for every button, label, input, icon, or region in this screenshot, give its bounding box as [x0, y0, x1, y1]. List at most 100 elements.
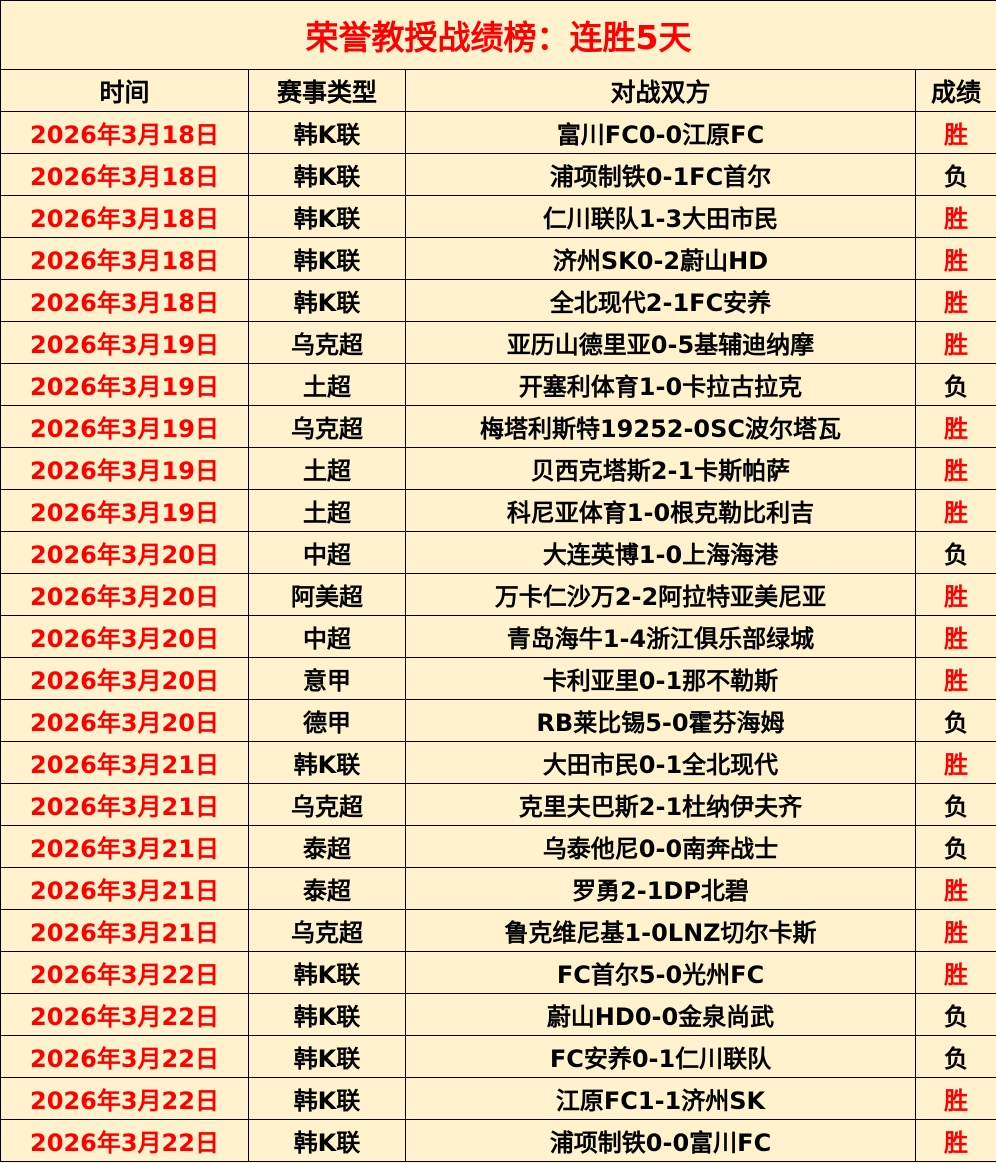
table-row: 2026年3月21日 乌克超 鲁克维尼基1-0LNZ切尔卡斯胜 [0, 909, 996, 952]
matchup-cell: RB莱比锡5-0霍芬海姆 [405, 699, 916, 742]
result-cell: 胜 [914, 405, 996, 448]
result-cell: 胜 [914, 195, 996, 238]
table-row: 2026年3月21日 泰超 罗勇2-1DP北碧胜 [0, 867, 996, 910]
table-row: 2026年3月20日 阿美超 万卡仁沙万2-2阿拉特亚美尼亚胜 [0, 573, 996, 616]
competition-cell: 韩K联 [248, 951, 406, 994]
table-row: 2026年3月20日 德甲 RB莱比锡5-0霍芬海姆负 [0, 699, 996, 742]
table-row: 2026年3月19日 乌克超 亚历山德里亚0-5基辅迪纳摩胜 [0, 321, 996, 364]
table-row: 2026年3月22日 韩K联 蔚山HD0-0金泉尚武负 [0, 993, 996, 1036]
date-cell: 2026年3月19日 [0, 363, 249, 406]
date-cell: 2026年3月20日 [0, 615, 249, 658]
table-title: 荣誉教授战绩榜：连胜5天 [0, 0, 996, 70]
result-cell: 胜 [914, 111, 996, 154]
result-cell: 负 [914, 993, 996, 1036]
result-cell: 胜 [914, 741, 996, 784]
result-cell: 胜 [914, 867, 996, 910]
competition-cell: 韩K联 [248, 237, 406, 280]
competition-cell: 泰超 [248, 825, 406, 868]
competition-cell: 乌克超 [248, 321, 406, 364]
competition-cell: 土超 [248, 447, 406, 490]
matchup-cell: FC首尔5-0光州FC [405, 951, 916, 994]
matchup-cell: 鲁克维尼基1-0LNZ切尔卡斯 [405, 909, 916, 952]
header-time: 时间 [0, 69, 249, 112]
table-row: 2026年3月21日 乌克超 克里夫巴斯2-1杜纳伊夫齐负 [0, 783, 996, 826]
result-cell: 胜 [914, 1119, 996, 1162]
competition-cell: 中超 [248, 531, 406, 574]
date-cell: 2026年3月20日 [0, 657, 249, 700]
date-cell: 2026年3月22日 [0, 1077, 249, 1120]
matchup-cell: 克里夫巴斯2-1杜纳伊夫齐 [405, 783, 916, 826]
competition-cell: 韩K联 [248, 1077, 406, 1120]
matchup-cell: 全北现代2-1FC安养 [405, 279, 916, 322]
date-cell: 2026年3月21日 [0, 783, 249, 826]
header-result: 成绩 [914, 69, 996, 112]
matchup-cell: 青岛海牛1-4浙江俱乐部绿城 [405, 615, 916, 658]
date-cell: 2026年3月22日 [0, 1119, 249, 1162]
date-cell: 2026年3月21日 [0, 867, 249, 910]
table-row: 2026年3月19日 乌克超 梅塔利斯特19252-0SC波尔塔瓦胜 [0, 405, 996, 448]
header-row: 时间 赛事类型 对战双方 成绩 [0, 69, 996, 112]
table-row: 2026年3月21日 韩K联 大田市民0-1全北现代胜 [0, 741, 996, 784]
result-cell: 胜 [914, 489, 996, 532]
matchup-cell: 亚历山德里亚0-5基辅迪纳摩 [405, 321, 916, 364]
result-cell: 负 [914, 1035, 996, 1078]
competition-cell: 韩K联 [248, 153, 406, 196]
date-cell: 2026年3月20日 [0, 699, 249, 742]
result-cell: 负 [914, 363, 996, 406]
table-row: 2026年3月22日 韩K联 FC安养0-1仁川联队负 [0, 1035, 996, 1078]
matchup-cell: 大连英博1-0上海海港 [405, 531, 916, 574]
matchup-cell: 仁川联队1-3大田市民 [405, 195, 916, 238]
date-cell: 2026年3月18日 [0, 237, 249, 280]
table-row: 2026年3月20日 中超 青岛海牛1-4浙江俱乐部绿城胜 [0, 615, 996, 658]
matchup-cell: 梅塔利斯特19252-0SC波尔塔瓦 [405, 405, 916, 448]
result-cell: 胜 [914, 615, 996, 658]
competition-cell: 韩K联 [248, 279, 406, 322]
date-cell: 2026年3月19日 [0, 321, 249, 364]
competition-cell: 中超 [248, 615, 406, 658]
table-row: 2026年3月19日 土超 贝西克塔斯2-1卡斯帕萨胜 [0, 447, 996, 490]
date-cell: 2026年3月18日 [0, 111, 249, 154]
matchup-cell: 罗勇2-1DP北碧 [405, 867, 916, 910]
date-cell: 2026年3月18日 [0, 153, 249, 196]
table-row: 2026年3月19日 土超 科尼亚体育1-0根克勒比利吉胜 [0, 489, 996, 532]
competition-cell: 韩K联 [248, 111, 406, 154]
matchup-cell: 万卡仁沙万2-2阿拉特亚美尼亚 [405, 573, 916, 616]
result-cell: 负 [914, 783, 996, 826]
table-row: 2026年3月18日 韩K联 全北现代2-1FC安养胜 [0, 279, 996, 322]
competition-cell: 韩K联 [248, 741, 406, 784]
result-cell: 负 [914, 531, 996, 574]
date-cell: 2026年3月20日 [0, 573, 249, 616]
date-cell: 2026年3月18日 [0, 195, 249, 238]
table-row: 2026年3月20日 意甲 卡利亚里0-1那不勒斯胜 [0, 657, 996, 700]
date-cell: 2026年3月18日 [0, 279, 249, 322]
matchup-cell: 贝西克塔斯2-1卡斯帕萨 [405, 447, 916, 490]
date-cell: 2026年3月21日 [0, 909, 249, 952]
matchup-cell: FC安养0-1仁川联队 [405, 1035, 916, 1078]
date-cell: 2026年3月21日 [0, 741, 249, 784]
date-cell: 2026年3月20日 [0, 531, 249, 574]
result-cell: 负 [914, 153, 996, 196]
competition-cell: 韩K联 [248, 195, 406, 238]
matchup-cell: 富川FC0-0江原FC [405, 111, 916, 154]
table-row: 2026年3月22日 韩K联 浦项制铁0-0富川FC 胜 [0, 1119, 996, 1162]
date-cell: 2026年3月19日 [0, 405, 249, 448]
result-cell: 胜 [914, 279, 996, 322]
competition-cell: 土超 [248, 363, 406, 406]
matchup-cell: 蔚山HD0-0金泉尚武 [405, 993, 916, 1036]
result-cell: 胜 [914, 909, 996, 952]
header-competition: 赛事类型 [248, 69, 406, 112]
header-matchup: 对战双方 [405, 69, 916, 112]
date-cell: 2026年3月22日 [0, 1035, 249, 1078]
competition-cell: 韩K联 [248, 993, 406, 1036]
result-cell: 负 [914, 699, 996, 742]
competition-cell: 泰超 [248, 867, 406, 910]
table-row: 2026年3月22日 韩K联 FC首尔5-0光州FC 胜 [0, 951, 996, 994]
date-cell: 2026年3月22日 [0, 993, 249, 1036]
matchup-cell: 卡利亚里0-1那不勒斯 [405, 657, 916, 700]
table-row: 2026年3月18日 韩K联 浦项制铁0-1FC首尔负 [0, 153, 996, 196]
table-row: 2026年3月20日 中超 大连英博1-0上海海港负 [0, 531, 996, 574]
table-row: 2026年3月18日 韩K联 仁川联队1-3大田市民胜 [0, 195, 996, 238]
table-row: 2026年3月18日 韩K联 济州SK0-2蔚山HD 胜 [0, 237, 996, 280]
result-cell: 胜 [914, 1077, 996, 1120]
